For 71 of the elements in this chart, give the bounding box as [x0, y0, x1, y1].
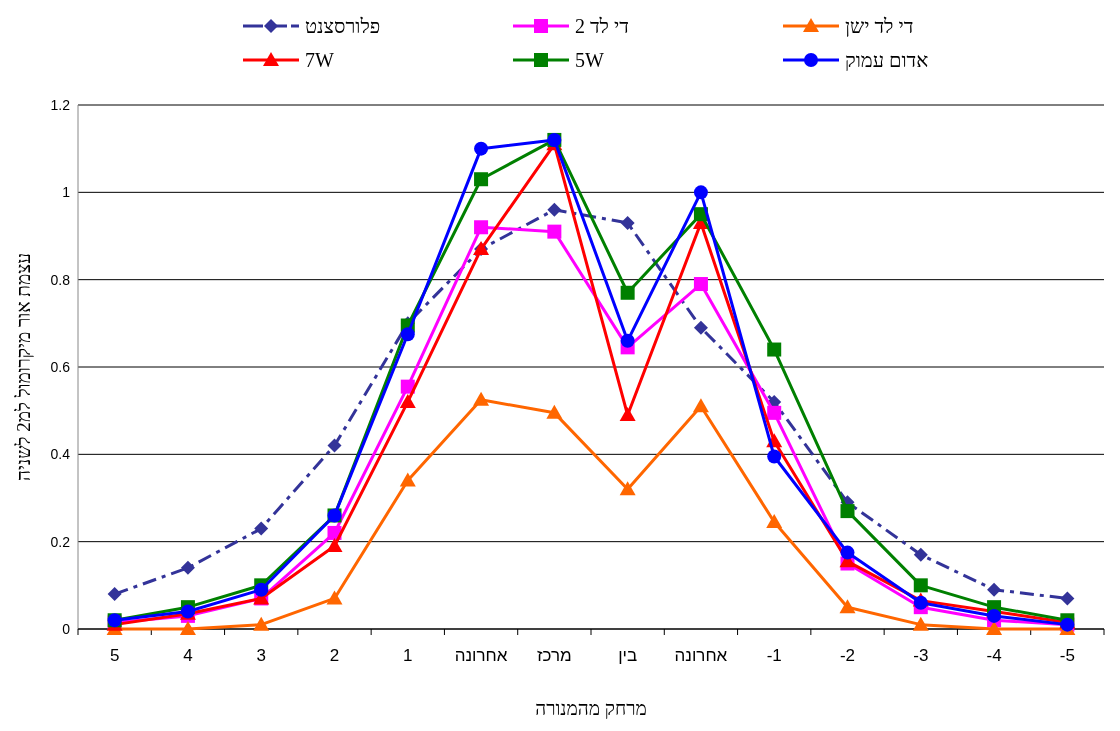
x-tick-label: -1 — [766, 646, 782, 665]
x-tick-label: -4 — [986, 646, 1002, 665]
x-tick-label: אחרונה — [454, 646, 508, 665]
point — [254, 521, 269, 536]
point — [400, 327, 415, 342]
point — [692, 398, 709, 413]
x-axis-title: מרחק מהמנורה — [535, 698, 647, 719]
legend-label: 5W — [575, 49, 604, 71]
x-tick-label: בין — [618, 646, 638, 665]
y-axis-title: עצמת אור מיקרומול למ2 לשניה — [13, 253, 34, 481]
point — [620, 285, 635, 300]
y-tick-label: 0.6 — [50, 359, 71, 375]
y-tick-label: 1.2 — [50, 97, 71, 113]
point — [399, 393, 416, 408]
x-tick-label: 1 — [403, 646, 413, 665]
point — [180, 560, 195, 575]
point — [767, 449, 782, 464]
point — [1060, 591, 1075, 606]
point — [619, 481, 636, 496]
legend-label: די לד 2 — [575, 15, 629, 37]
point — [474, 172, 489, 187]
point — [913, 578, 928, 593]
point — [326, 538, 343, 553]
x-tick-label: -3 — [913, 646, 929, 665]
point — [913, 547, 928, 562]
point — [987, 582, 1002, 597]
point — [986, 621, 1003, 635]
point — [107, 587, 122, 602]
point — [474, 220, 489, 235]
point — [619, 407, 636, 422]
point — [693, 277, 708, 292]
legend-label: 7W — [305, 49, 334, 71]
x-tick-label: 5 — [109, 646, 120, 665]
point — [547, 202, 562, 217]
x-tick-label: מרכז — [537, 646, 572, 665]
point — [766, 514, 783, 529]
point — [620, 333, 635, 348]
point — [547, 224, 562, 239]
point — [767, 405, 782, 420]
point — [987, 608, 1002, 623]
point — [767, 342, 782, 357]
point — [473, 391, 490, 406]
point — [253, 616, 270, 631]
y-tick-label: 0.2 — [50, 533, 71, 550]
point — [912, 616, 929, 631]
legend-label: אדום עמוק — [845, 49, 929, 71]
point — [254, 582, 269, 597]
point — [693, 185, 708, 200]
point — [693, 320, 708, 335]
x-tick-label: 3 — [256, 646, 266, 665]
x-tick-label: 4 — [183, 646, 193, 665]
x-tick-label: -5 — [1059, 646, 1075, 665]
legend-label: פלורסצנט — [305, 15, 381, 37]
point — [326, 590, 343, 605]
x-tick-label: אחרונה — [674, 646, 728, 665]
x-tick-label: 2 — [329, 646, 340, 665]
point — [840, 504, 855, 519]
point — [474, 141, 489, 156]
point — [839, 599, 856, 614]
point — [399, 472, 416, 487]
point — [840, 545, 855, 560]
point — [327, 438, 342, 453]
x-tick-label: -2 — [839, 646, 856, 665]
point — [179, 621, 196, 635]
point — [546, 404, 563, 419]
y-tick-label: 0.8 — [50, 271, 71, 288]
y-tick-label: 0 — [62, 621, 71, 637]
legend-label: די לד ישן — [845, 15, 914, 37]
y-tick-label: 0.4 — [50, 446, 71, 463]
y-tick-label: 1 — [62, 184, 71, 201]
point — [620, 215, 635, 230]
